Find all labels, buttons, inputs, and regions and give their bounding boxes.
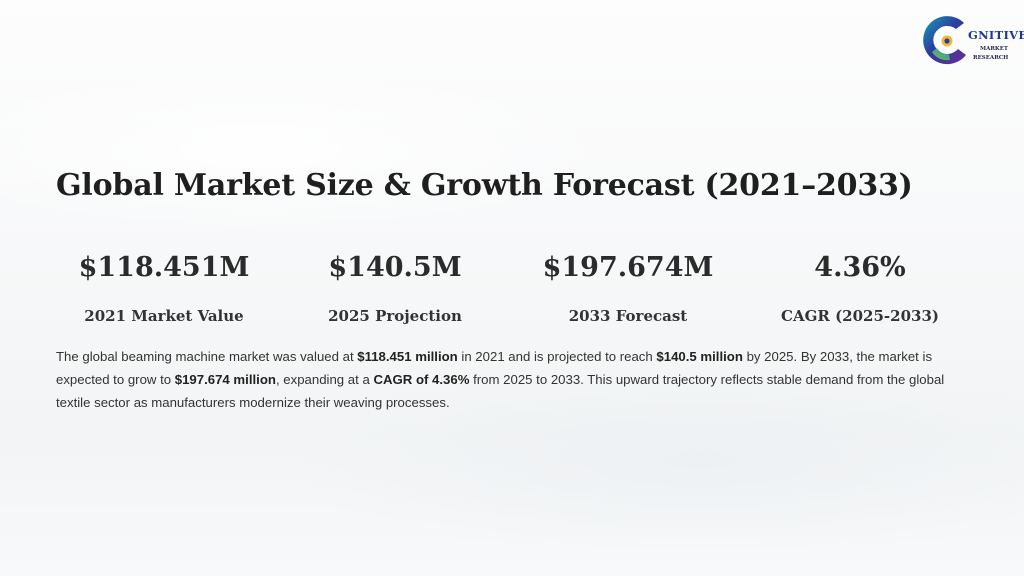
- summary-text: in 2021 and is projected to reach: [457, 349, 657, 364]
- summary-text: , expanding at a: [275, 372, 374, 387]
- stat-2033-forecast: $197.674M 2033 Forecast: [538, 250, 718, 326]
- stat-label: CAGR (2025-2033): [781, 307, 939, 325]
- logo-subtitle-research: RESEARCH: [973, 55, 1009, 61]
- stat-cagr: 4.36% CAGR (2025-2033): [770, 250, 950, 326]
- logo-wordmark: GNITIVE: [968, 28, 1024, 42]
- stat-label: 2021 Market Value: [84, 307, 244, 325]
- stat-2021-market-value: $118.451M 2021 Market Value: [74, 250, 254, 326]
- logo-subtitle-market: MARKET: [980, 46, 1008, 52]
- logo-c-mark-icon: [923, 16, 966, 65]
- company-logo: GNITIVE MARKET RESEARCH: [918, 13, 1024, 71]
- stat-value: 4.36%: [814, 252, 906, 283]
- stat-2025-projection: $140.5M 2025 Projection: [305, 250, 485, 326]
- summary-highlight-2021-value: $118.451 million: [357, 349, 458, 364]
- summary-highlight-2033-value: $197.674 million: [174, 372, 276, 387]
- summary-highlight-cagr: CAGR of 4.36%: [373, 372, 470, 387]
- summary-text: by 2025. By 2033, the market is expected…: [56, 349, 933, 387]
- summary-highlight-2025-value: $140.5 million: [656, 349, 743, 364]
- stat-value: $118.451M: [78, 252, 250, 283]
- stat-label: 2033 Forecast: [568, 307, 688, 325]
- stat-value: $140.5M: [328, 252, 462, 283]
- page-title: Global Market Size & Growth Forecast (20…: [56, 168, 913, 203]
- summary-text: The global beaming machine market was va…: [56, 349, 358, 364]
- stat-value: $197.674M: [542, 252, 714, 283]
- stat-label: 2025 Projection: [328, 307, 462, 325]
- summary-text: from 2025 to 2033. This upward trajector…: [56, 372, 945, 410]
- market-summary-paragraph: The global beaming machine market was va…: [56, 345, 968, 414]
